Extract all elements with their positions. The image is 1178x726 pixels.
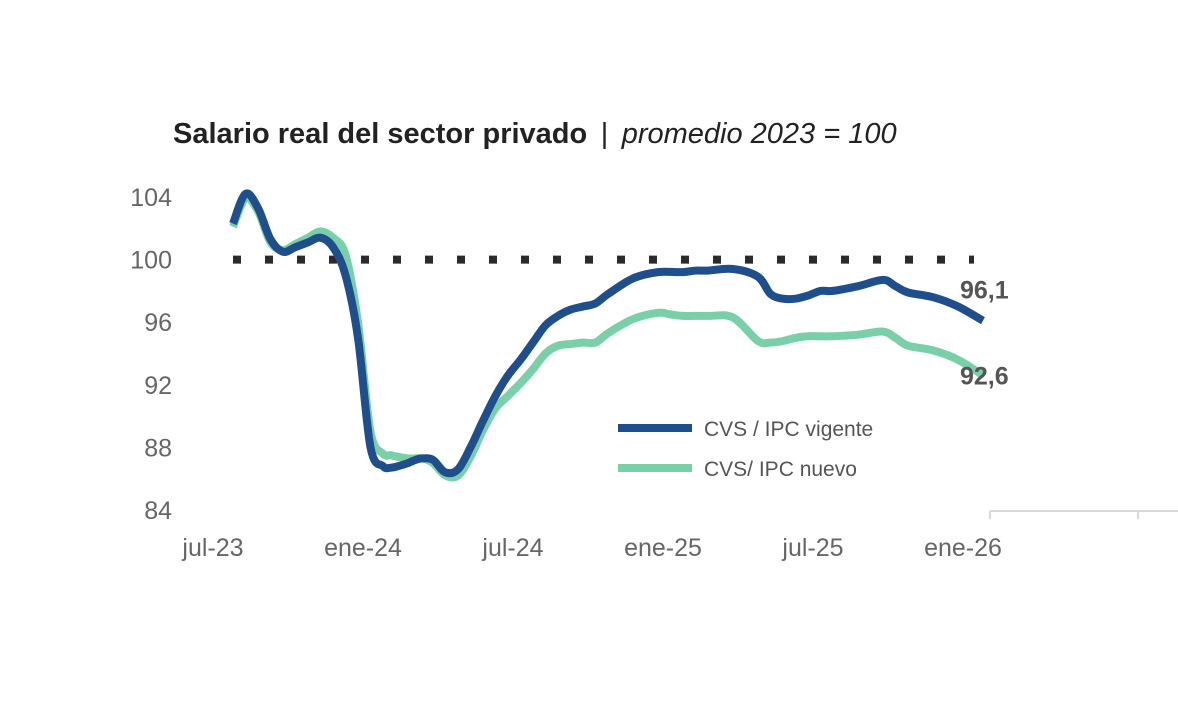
legend-label-ipc-nuevo: CVS/ IPC nuevo: [704, 458, 857, 481]
y-tick-label: 88: [144, 434, 172, 462]
chart-subtitle: promedio 2023 = 100: [621, 118, 897, 150]
x-tick-label: jul-24: [481, 534, 543, 562]
legend: CVS / IPC vigente CVS/ IPC nuevo: [618, 418, 873, 481]
chart-title-separator: |: [601, 118, 609, 150]
series-lines: [229, 189, 986, 482]
y-tick-label: 96: [144, 309, 172, 337]
series-line-ipc-nuevo: [229, 194, 986, 482]
x-tick-label: jul-25: [781, 534, 843, 562]
y-tick-label: 92: [144, 372, 172, 400]
legend-label-ipc-vigente: CVS / IPC vigente: [704, 418, 873, 441]
end-labels: 96,1 92,6: [960, 277, 1009, 391]
chart-title-main: Salario real del sector privado: [173, 118, 587, 150]
y-tick-label: 84: [144, 497, 172, 525]
series-line-ipc-vigente: [229, 189, 985, 478]
x-tick-label: ene-26: [924, 534, 1002, 562]
chart-title: Salario real del sector privado | promed…: [173, 118, 897, 150]
x-tick-label: ene-24: [324, 534, 402, 562]
x-tick-label: ene-25: [624, 534, 702, 562]
y-tick-label: 104: [130, 184, 172, 212]
y-tick-label: 100: [130, 247, 172, 275]
end-label-ipc-nuevo: 92,6: [960, 362, 1009, 390]
y-axis: 104 100 96 92 88 84: [130, 184, 172, 525]
end-label-ipc-vigente: 96,1: [960, 277, 1009, 305]
x-tick-label: jul-23: [181, 534, 243, 562]
x-axis: jul-23 ene-24 jul-24 ene-25 jul-25 ene-26: [181, 510, 1178, 562]
